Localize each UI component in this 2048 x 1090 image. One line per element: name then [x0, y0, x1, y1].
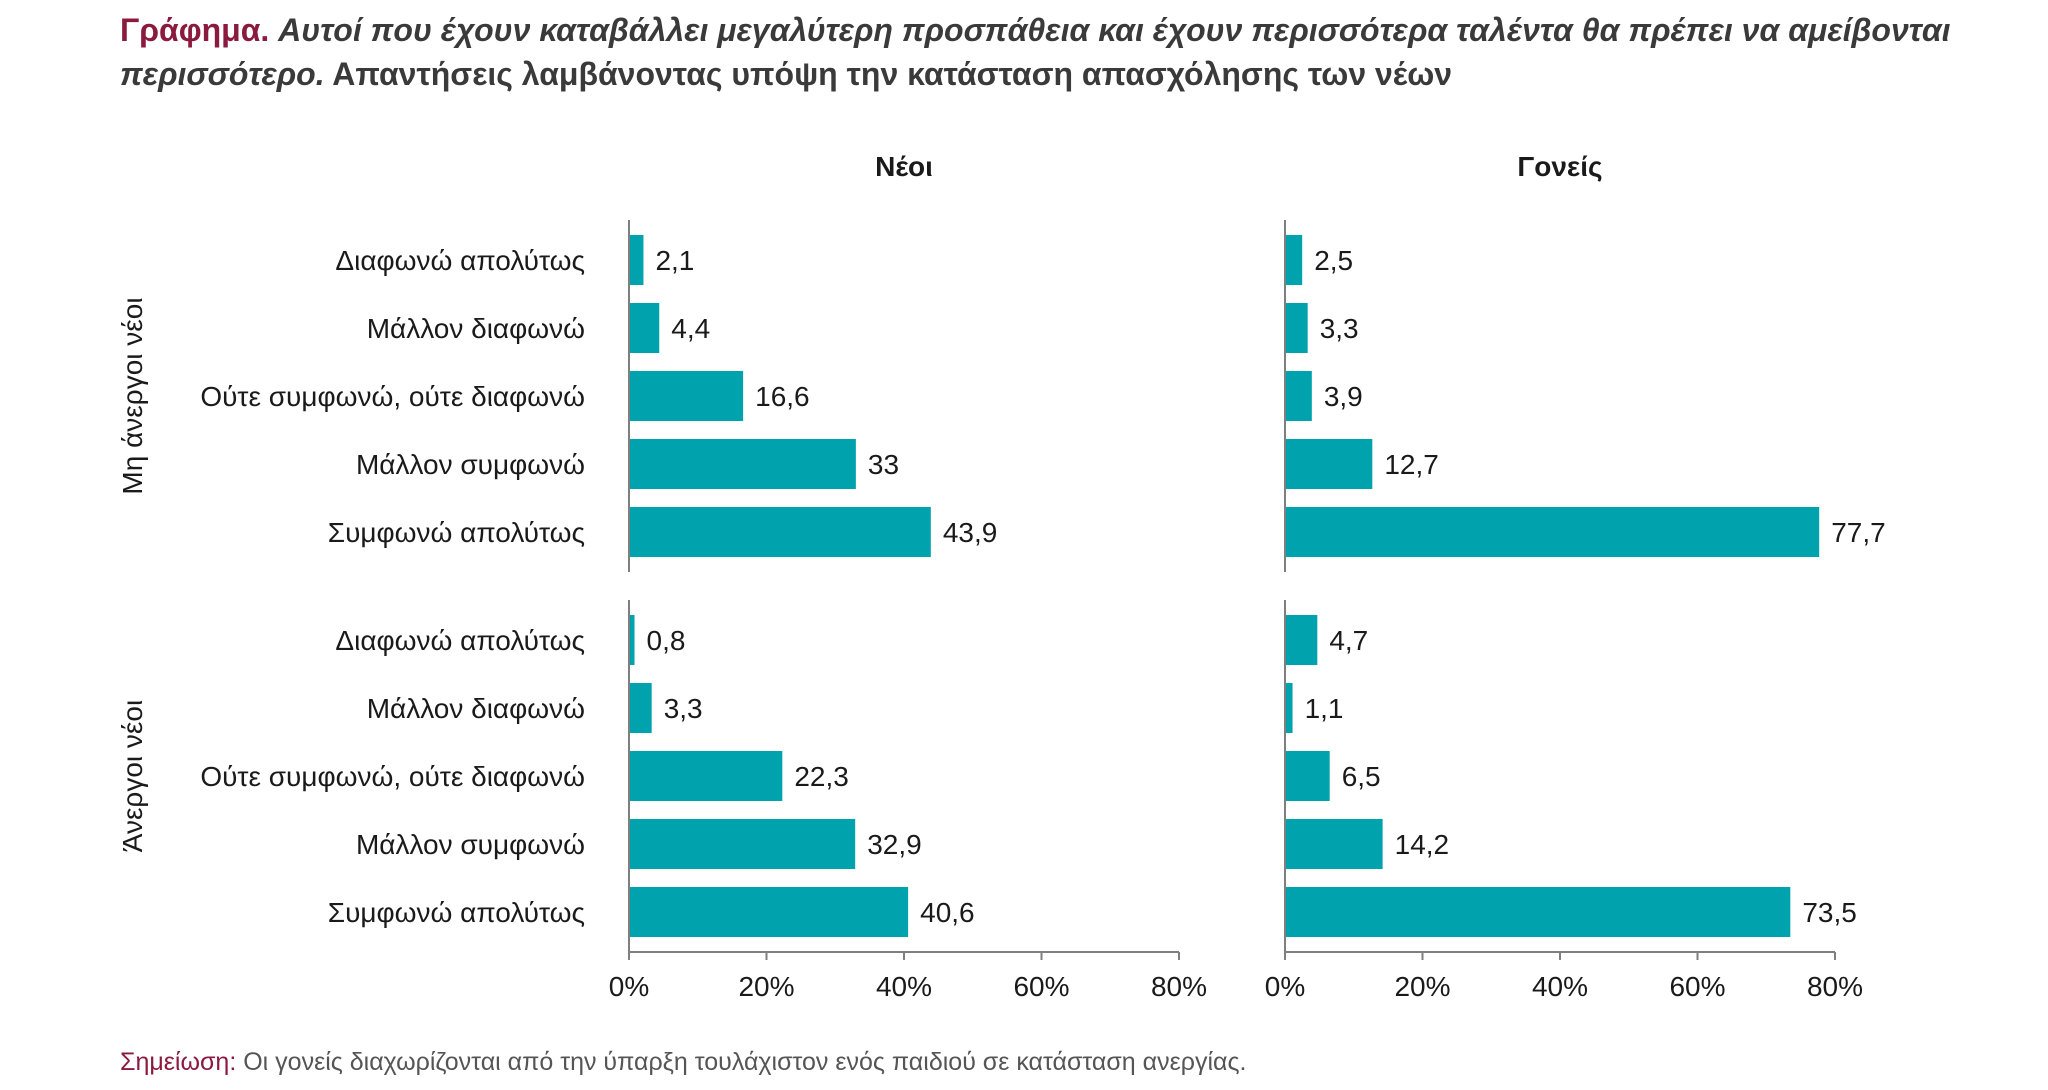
bar: [629, 235, 644, 285]
category-label: Μάλλον συμφωνώ: [356, 829, 585, 860]
bar: [629, 507, 931, 557]
category-label: Ούτε συμφωνώ, ούτε διαφωνώ: [200, 761, 585, 792]
bar: [629, 819, 856, 869]
bar: [1285, 887, 1791, 937]
bar: [1285, 371, 1312, 421]
value-label: 77,7: [1831, 517, 1886, 548]
bar: [1285, 615, 1318, 665]
category-label: Διαφωνώ απολύτως: [335, 625, 585, 656]
x-tick-label: 60%: [1669, 971, 1725, 1002]
note-prefix: Σημείωση:: [120, 1048, 237, 1076]
category-label: Διαφωνώ απολύτως: [335, 245, 585, 276]
bar: [1285, 303, 1308, 353]
column-title-1: Νέοι: [875, 151, 933, 182]
bar: [629, 751, 783, 801]
bar: [629, 615, 635, 665]
bar: [1285, 507, 1820, 557]
value-label: 32,9: [867, 829, 922, 860]
value-label: 2,1: [655, 245, 694, 276]
value-label: 3,3: [1320, 313, 1359, 344]
chart-title: Γράφημα. Αυτοί που έχουν καταβάλλει μεγα…: [120, 8, 1980, 96]
value-label: 2,5: [1314, 245, 1353, 276]
x-tick-label: 40%: [1532, 971, 1588, 1002]
value-label: 3,3: [664, 693, 703, 724]
x-tick-label: 60%: [1013, 971, 1069, 1002]
value-label: 22,3: [794, 761, 849, 792]
value-label: 73,5: [1802, 897, 1857, 928]
note-text: Οι γονείς διαχωρίζονται από την ύπαρξη τ…: [243, 1048, 1247, 1076]
bar: [629, 303, 660, 353]
bar: [629, 887, 909, 937]
x-tick-label: 20%: [738, 971, 794, 1002]
x-tick-label: 0%: [609, 971, 649, 1002]
bar: [1285, 751, 1330, 801]
x-tick-label: 80%: [1151, 971, 1207, 1002]
value-label: 0,8: [647, 625, 686, 656]
value-label: 12,7: [1384, 449, 1439, 480]
bar: [629, 439, 856, 489]
category-label: Συμφωνώ απολύτως: [328, 897, 585, 928]
value-label: 33: [868, 449, 899, 480]
bar: [1285, 439, 1373, 489]
value-label: 14,2: [1395, 829, 1450, 860]
bar: [629, 371, 744, 421]
value-label: 6,5: [1342, 761, 1381, 792]
category-label: Μάλλον διαφωνώ: [367, 313, 585, 344]
title-prefix: Γράφημα.: [120, 12, 270, 48]
value-label: 4,7: [1329, 625, 1368, 656]
group-label-2: Άνεργοι νέοι: [117, 700, 148, 852]
category-label: Ούτε συμφωνώ, ούτε διαφωνώ: [200, 381, 585, 412]
x-tick-label: 80%: [1807, 971, 1863, 1002]
title-italic-text: Αυτοί που έχουν καταβάλλει μεγαλύτερη πρ…: [120, 12, 1951, 92]
category-label: Μάλλον διαφωνώ: [367, 693, 585, 724]
value-label: 4,4: [671, 313, 710, 344]
value-label: 43,9: [943, 517, 998, 548]
value-label: 40,6: [920, 897, 975, 928]
column-title-2: Γονείς: [1517, 151, 1602, 182]
bar: [1285, 235, 1303, 285]
bar: [629, 683, 652, 733]
bar-chart: Νέοι Γονείς Μη άνεργοι νέοι Διαφωνώ απολύτω…: [117, 151, 1886, 1002]
title-rest-text: Απαντήσεις λαμβάνοντας υπόψη την κατάστα…: [332, 56, 1453, 92]
bar: [1285, 683, 1293, 733]
category-label: Συμφωνώ απολύτως: [328, 517, 585, 548]
group-label-1: Μη άνεργοι νέοι: [117, 297, 148, 494]
x-tick-label: 20%: [1394, 971, 1450, 1002]
x-tick-label: 40%: [876, 971, 932, 1002]
bar: [1285, 819, 1383, 869]
value-label: 1,1: [1305, 693, 1344, 724]
x-tick-label: 0%: [1265, 971, 1305, 1002]
value-label: 16,6: [755, 381, 810, 412]
chart-note: Σημείωση: Οι γονείς διαχωρίζονται από τη…: [120, 1048, 1246, 1077]
category-label: Μάλλον συμφωνώ: [356, 449, 585, 480]
value-label: 3,9: [1324, 381, 1363, 412]
